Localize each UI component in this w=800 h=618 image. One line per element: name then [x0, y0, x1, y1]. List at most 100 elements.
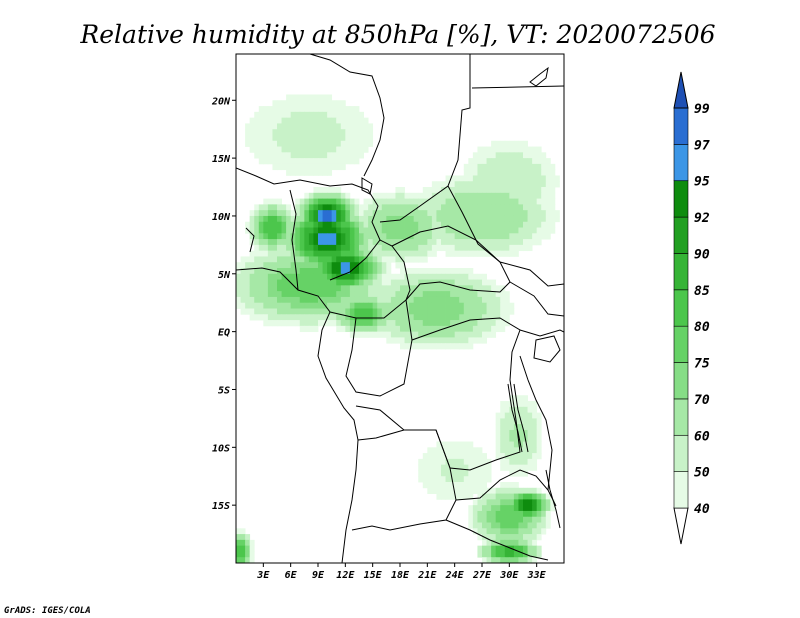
- humidity-cell: [386, 308, 392, 315]
- humidity-cell: [482, 163, 487, 171]
- humidity-cell: [286, 308, 292, 315]
- humidity-cell: [299, 308, 305, 315]
- humidity-cell: [336, 250, 342, 257]
- humidity-cell: [354, 314, 360, 321]
- humidity-cell: [450, 325, 456, 333]
- country-borders: [236, 54, 564, 563]
- humidity-cell: [532, 534, 538, 541]
- lon-tick-label: 24E: [445, 570, 465, 581]
- humidity-cell: [254, 221, 260, 228]
- humidity-cell: [345, 325, 351, 333]
- humidity-cell: [381, 215, 387, 223]
- humidity-cell: [354, 134, 360, 142]
- humidity-cell: [331, 320, 337, 327]
- humidity-cell: [513, 557, 519, 563]
- humidity-cell: [345, 129, 351, 136]
- humidity-cell: [336, 134, 342, 142]
- humidity-cell: [523, 204, 528, 211]
- humidity-cell: [527, 227, 533, 234]
- humidity-cell: [281, 163, 287, 171]
- humidity-cell: [245, 534, 251, 541]
- humidity-cell: [372, 296, 378, 304]
- humidity-cell: [368, 210, 374, 217]
- humidity-cell: [463, 233, 469, 240]
- humidity-cell: [459, 244, 465, 252]
- humidity-cell: [509, 198, 515, 205]
- humidity-cell: [541, 505, 547, 512]
- humidity-cell: [304, 163, 310, 171]
- humidity-cell: [272, 215, 278, 223]
- humidity-cell: [331, 146, 337, 153]
- humidity-cell: [299, 152, 305, 159]
- humidity-cell: [322, 198, 328, 205]
- humidity-cell: [500, 482, 506, 489]
- humidity-cell: [427, 273, 433, 280]
- humidity-cell: [349, 308, 355, 315]
- humidity-cell: [491, 291, 497, 298]
- humidity-cell: [545, 516, 551, 523]
- humidity-cell: [258, 204, 264, 211]
- humidity-cell: [395, 314, 401, 321]
- humidity-cell: [472, 244, 478, 252]
- humidity-cell: [468, 308, 474, 315]
- border-north-3: [471, 85, 564, 89]
- humidity-cell: [368, 239, 374, 246]
- humidity-cell: [368, 140, 374, 147]
- humidity-cell: [318, 250, 323, 257]
- humidity-cell: [541, 493, 547, 500]
- humidity-cell: [545, 522, 551, 529]
- humidity-cell: [482, 227, 487, 234]
- humidity-cell: [459, 187, 465, 194]
- humidity-cell: [354, 198, 360, 205]
- border-north-2: [379, 54, 471, 223]
- border-east: [519, 329, 564, 337]
- humidity-cell: [381, 233, 387, 240]
- humidity-cell: [450, 175, 456, 182]
- humidity-cell: [431, 337, 437, 344]
- humidity-cell: [290, 302, 296, 309]
- humidity-cell: [377, 314, 383, 321]
- humidity-cell: [258, 134, 264, 142]
- humidity-cell: [513, 169, 519, 176]
- humidity-cell: [281, 302, 287, 309]
- humidity-cell: [536, 152, 542, 159]
- humidity-cell: [459, 273, 465, 280]
- humidity-cell: [359, 320, 364, 327]
- humidity-cell: [536, 175, 542, 182]
- humidity-cell: [431, 487, 437, 494]
- humidity-cell: [532, 435, 538, 442]
- humidity-cell: [290, 140, 296, 147]
- humidity-cell: [468, 320, 474, 327]
- humidity-cell: [363, 268, 369, 275]
- humidity-cell: [459, 441, 465, 448]
- humidity-cell: [500, 429, 506, 437]
- humidity-cell: [277, 291, 282, 298]
- humidity-cell: [249, 557, 255, 563]
- humidity-cell: [322, 227, 328, 234]
- humidity-cell: [413, 268, 419, 275]
- humidity-cell: [236, 534, 241, 541]
- humidity-cell: [418, 198, 424, 205]
- humidity-cell: [450, 482, 456, 489]
- humidity-cell: [390, 210, 396, 217]
- humidity-cell: [532, 221, 538, 228]
- humidity-cell: [318, 279, 323, 286]
- humidity-cell: [523, 163, 528, 171]
- humidity-cell: [450, 308, 456, 315]
- humidity-cell: [340, 320, 346, 327]
- humidity-cell: [258, 146, 264, 153]
- humidity-cell: [386, 302, 392, 309]
- humidity-cell: [459, 487, 465, 494]
- humidity-cell: [477, 534, 483, 541]
- humidity-cell: [436, 476, 442, 483]
- humidity-cell: [336, 221, 342, 228]
- humidity-cell: [495, 152, 501, 159]
- humidity-cell: [368, 314, 374, 321]
- humidity-cell: [422, 331, 428, 338]
- humidity-cell: [409, 285, 415, 292]
- humidity-cell: [240, 291, 246, 298]
- humidity-cell: [381, 320, 387, 327]
- humidity-cell: [486, 325, 492, 333]
- humidity-cell: [445, 343, 451, 350]
- humidity-cell: [477, 482, 483, 489]
